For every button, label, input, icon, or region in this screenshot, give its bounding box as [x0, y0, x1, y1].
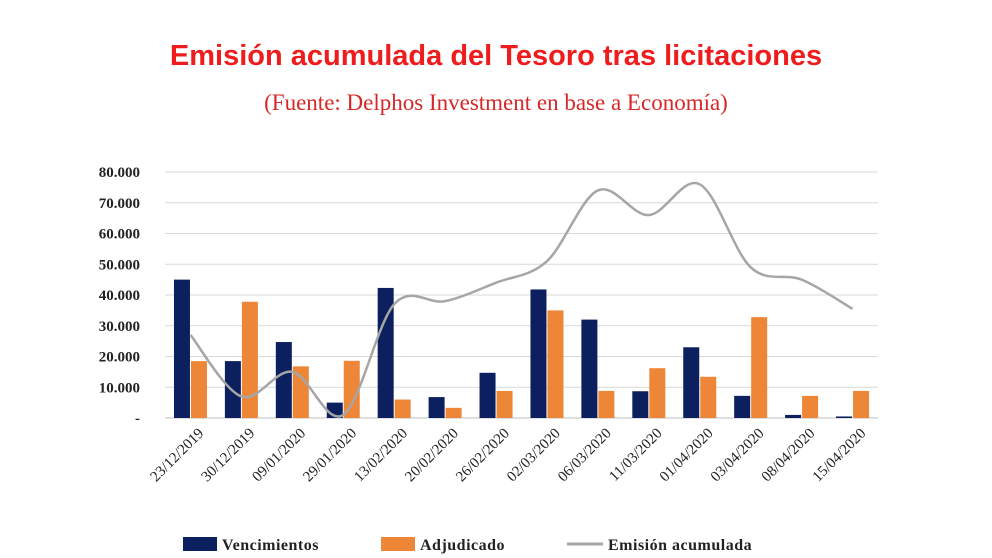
legend-label-vencimientos: Vencimientos	[222, 537, 319, 554]
bar-adjudicado	[190, 361, 207, 418]
y-tick-label: 50.000	[99, 257, 140, 273]
x-tick-label: 02/03/2020	[504, 426, 564, 486]
bar-vencimientos	[173, 279, 190, 418]
legend-swatch-adjudicado	[381, 537, 415, 551]
line-series	[189, 181, 854, 418]
bar-adjudicado	[547, 310, 564, 418]
x-tick-label: 06/03/2020	[555, 426, 615, 486]
x-tick-label: 01/04/2020	[657, 426, 717, 486]
bar-vencimientos	[836, 416, 853, 418]
bar-adjudicado	[598, 390, 615, 418]
y-tick-label: 40.000	[99, 288, 140, 304]
x-tick-label: 11/03/2020	[606, 426, 665, 485]
y-axis-ticks: - 10.000 20.000 30.000 40.000 50.000 60.000 70.…	[99, 165, 140, 427]
bar-adjudicado	[241, 301, 258, 418]
x-axis-ticks: 23/12/201930/12/201909/01/202029/01/2020…	[148, 426, 870, 486]
y-tick-label: 80.000	[99, 165, 140, 181]
line-emision-acumulada	[189, 181, 854, 418]
x-tick-label: 13/02/2020	[351, 426, 411, 486]
bar-adjudicado	[751, 317, 768, 418]
chart-subtitle: (Fuente: Delphos Investment en base a Ec…	[264, 90, 728, 115]
bar-adjudicado	[700, 376, 717, 418]
bar-adjudicado	[853, 390, 870, 418]
bar-vencimientos	[734, 395, 751, 418]
y-tick-label: 20.000	[99, 350, 140, 366]
y-tick-label: 30.000	[99, 319, 140, 335]
chart-title: Emisión acumulada del Tesoro tras licita…	[169, 40, 823, 72]
legend-swatch-vencimientos	[183, 537, 217, 551]
bar-adjudicado	[649, 368, 666, 418]
x-tick-label: 09/01/2020	[250, 426, 310, 486]
bar-vencimientos	[530, 289, 547, 418]
bar-adjudicado	[496, 390, 513, 418]
bar-vencimientos	[632, 391, 649, 418]
bar-vencimientos	[377, 287, 394, 418]
bar-adjudicado	[445, 407, 462, 418]
bar-adjudicado	[343, 360, 360, 418]
y-tick-label: 70.000	[99, 196, 140, 212]
x-tick-label: 30/12/2019	[199, 426, 259, 486]
legend: Vencimientos Adjudicado Emisión acumulad…	[183, 537, 752, 554]
bars	[173, 279, 870, 418]
bar-vencimientos	[785, 414, 802, 418]
bar-adjudicado	[292, 366, 309, 418]
x-tick-label: 08/04/2020	[759, 426, 819, 486]
x-tick-label: 23/12/2019	[148, 426, 208, 486]
y-tick-label: 10.000	[99, 380, 140, 396]
x-tick-label: 20/02/2020	[402, 426, 462, 486]
legend-label-adjudicado: Adjudicado	[420, 537, 505, 554]
bar-vencimientos	[428, 397, 445, 418]
bar-vencimientos	[683, 347, 700, 418]
x-tick-label: 29/01/2020	[300, 426, 360, 486]
bar-adjudicado	[394, 399, 411, 418]
bar-adjudicado	[802, 395, 819, 418]
bar-vencimientos	[275, 342, 292, 418]
x-tick-label: 15/04/2020	[810, 426, 870, 486]
bar-vencimientos	[581, 319, 598, 418]
y-tick-label: -	[135, 411, 140, 427]
legend-label-emision: Emisión acumulada	[608, 537, 752, 554]
x-tick-label: 03/04/2020	[708, 426, 768, 486]
x-tick-label: 26/02/2020	[453, 426, 513, 486]
y-tick-label: 60.000	[99, 227, 140, 243]
bar-vencimientos	[479, 372, 496, 418]
